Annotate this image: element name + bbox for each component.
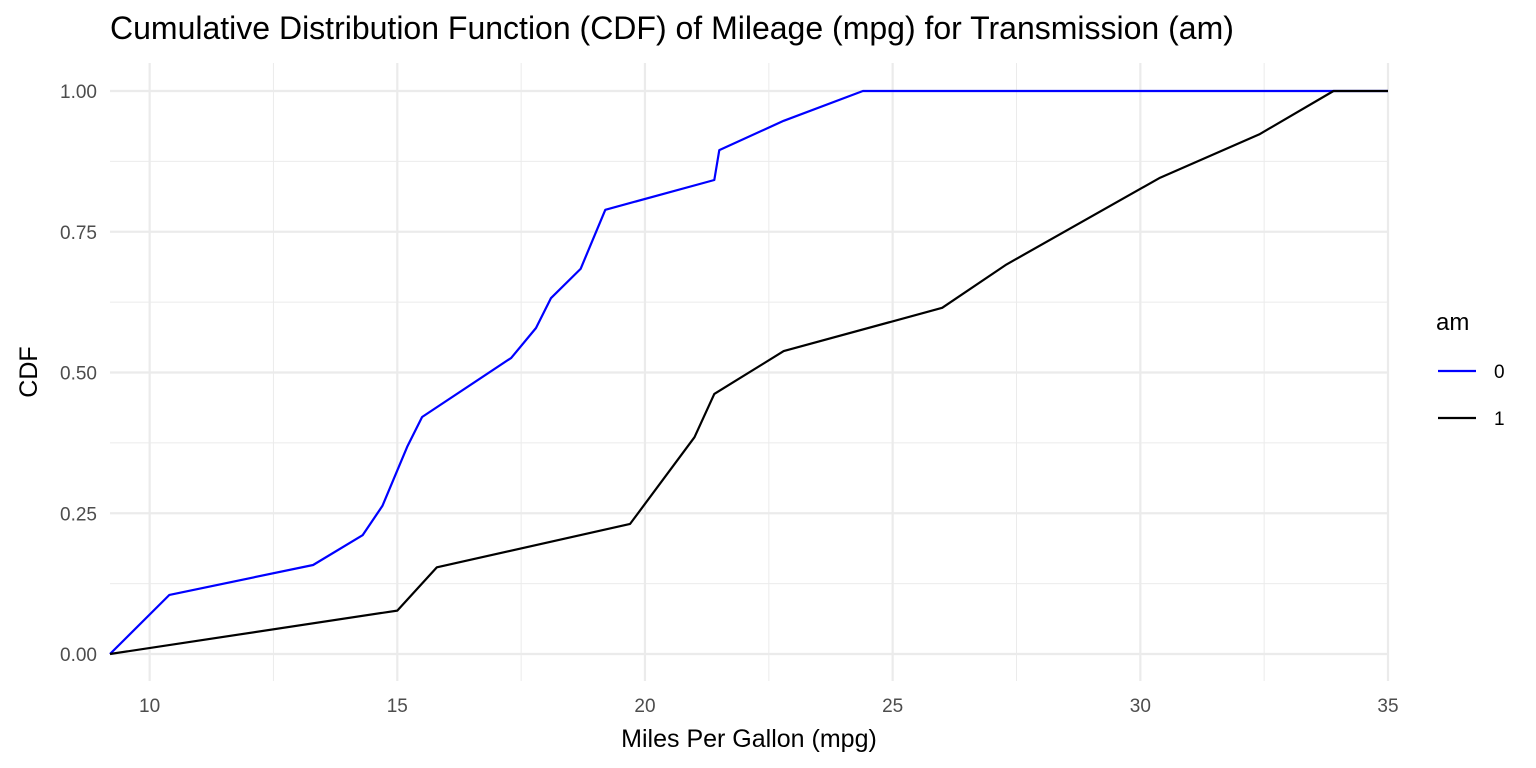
legend-label-1: 1 — [1494, 409, 1505, 430]
x-tick-label: 15 — [387, 696, 408, 717]
y-tick-label: 0.00 — [60, 645, 97, 666]
x-axis-title: Miles Per Gallon (mpg) — [621, 725, 877, 753]
series-lines — [109, 89, 1388, 656]
y-axis-title: CDF — [15, 346, 43, 397]
x-tick-label: 20 — [634, 696, 655, 717]
x-tick-label: 10 — [139, 696, 160, 717]
y-tick-label: 0.75 — [60, 223, 97, 244]
legend-label-0: 0 — [1494, 362, 1505, 383]
y-tick-label: 0.50 — [60, 364, 97, 385]
legend-title: am — [1436, 309, 1469, 336]
chart-title: Cumulative Distribution Function (CDF) o… — [110, 10, 1234, 46]
x-tick-label: 30 — [1130, 696, 1151, 717]
y-axis-ticks: 0.00 0.25 0.50 0.75 1.00 — [60, 82, 97, 666]
legend: am 0 1 — [1436, 309, 1505, 430]
series-line-1 — [109, 89, 1388, 656]
y-tick-label: 0.25 — [60, 504, 97, 525]
y-tick-label: 1.00 — [60, 82, 97, 103]
x-tick-label: 25 — [882, 696, 903, 717]
x-axis-ticks: 10 15 20 25 30 35 — [139, 696, 1399, 717]
x-tick-label: 35 — [1377, 696, 1398, 717]
series-line-0 — [109, 89, 1388, 655]
